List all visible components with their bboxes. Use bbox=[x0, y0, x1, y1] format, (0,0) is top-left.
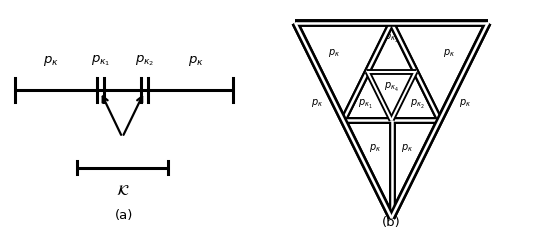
Text: $p_\kappa$: $p_\kappa$ bbox=[369, 142, 382, 154]
Text: $p_\kappa$: $p_\kappa$ bbox=[443, 47, 455, 59]
Text: $p_{\kappa_1}$: $p_{\kappa_1}$ bbox=[91, 53, 110, 68]
Text: $p_\kappa$: $p_\kappa$ bbox=[401, 142, 414, 154]
Text: $p_{\kappa_2}$: $p_{\kappa_2}$ bbox=[410, 97, 425, 111]
Text: $p_{\kappa_3}$: $p_{\kappa_3}$ bbox=[384, 32, 399, 45]
Text: $p_\kappa$: $p_\kappa$ bbox=[328, 47, 340, 59]
Text: $p_\kappa$: $p_\kappa$ bbox=[187, 54, 204, 68]
Text: (a): (a) bbox=[115, 209, 133, 222]
Text: $p_{\kappa_2}$: $p_{\kappa_2}$ bbox=[134, 53, 154, 68]
Text: $p_{\kappa_1}$: $p_{\kappa_1}$ bbox=[357, 97, 373, 111]
Text: (b): (b) bbox=[382, 216, 401, 229]
Text: $p_\kappa$: $p_\kappa$ bbox=[312, 97, 323, 110]
Text: $\mathcal{K}$: $\mathcal{K}$ bbox=[116, 183, 129, 198]
Text: $p_\kappa$: $p_\kappa$ bbox=[460, 97, 471, 110]
Text: $p_\kappa$: $p_\kappa$ bbox=[43, 54, 58, 68]
Text: $p_{\kappa_4}$: $p_{\kappa_4}$ bbox=[384, 81, 399, 94]
